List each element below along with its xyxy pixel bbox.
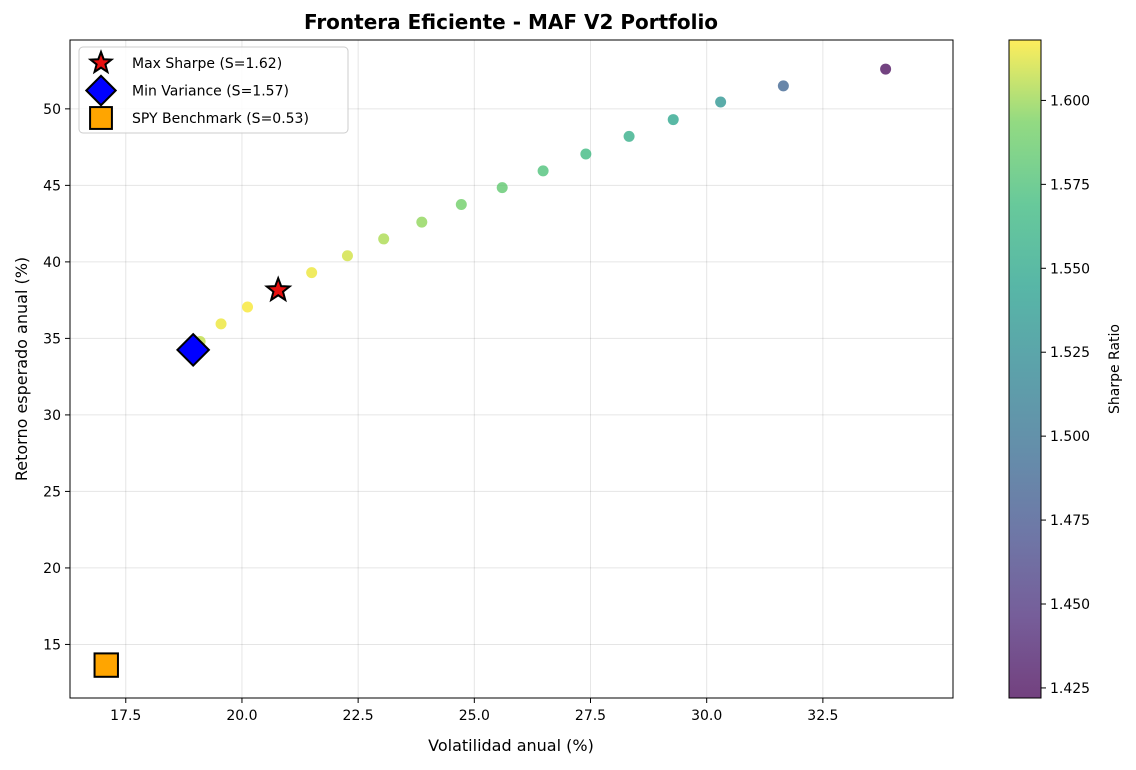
frontier-point <box>455 199 467 210</box>
legend-max-sharpe-marker <box>87 49 115 75</box>
y-tick-label: 35 <box>43 331 61 347</box>
frontier-point <box>667 114 679 126</box>
y-tick-label: 15 <box>43 637 61 653</box>
chart-title: Frontera Eficiente - MAF V2 Portfolio <box>304 10 718 34</box>
x-tick-label: 20.0 <box>226 708 257 724</box>
colorbar-frame <box>1008 39 1042 699</box>
frontier-point <box>306 267 318 279</box>
x-tick-label: 32.5 <box>807 708 838 724</box>
frontier-point <box>580 148 592 160</box>
colorbar-tick-label: 1.600 <box>1050 93 1090 109</box>
x-axis-ticks: 17.5 20.0 22.5 25.0 27.5 30.0 32.5 <box>110 698 838 724</box>
y-tick-label: 50 <box>43 102 61 118</box>
y-tick-label: 20 <box>43 561 61 577</box>
x-tick-label: 30.0 <box>691 708 722 724</box>
y-axis-ticks: 15 20 25 30 35 40 45 50 <box>43 102 70 653</box>
legend-spy-benchmark-marker <box>89 106 113 130</box>
frontier-point <box>537 165 549 177</box>
frontier-point <box>215 318 227 330</box>
colorbar-tick-label: 1.475 <box>1050 513 1090 529</box>
y-axis-label: Retorno esperado anual (%) <box>12 257 31 481</box>
legend-box <box>78 46 349 134</box>
frontier-point <box>777 80 789 92</box>
frontier-point <box>416 216 428 228</box>
grid-lines <box>70 40 953 698</box>
colorbar-tick-label: 1.575 <box>1050 177 1090 193</box>
y-tick-label: 30 <box>43 408 61 424</box>
frontier-point <box>496 182 508 194</box>
x-tick-label: 25.0 <box>459 708 490 724</box>
colorbar: 1.425 1.450 1.475 1.500 1.525 1.550 1.575 1.600… <box>1008 39 1123 699</box>
frontier-point <box>880 63 892 75</box>
plot-frame <box>69 39 954 699</box>
legend: Max Sharpe (S=1.62) Min Variance (S=1.57)… <box>78 46 349 134</box>
x-axis-label: Volatilidad anual (%) <box>428 736 594 755</box>
y-tick-label: 45 <box>43 178 61 194</box>
colorbar-gradient <box>1009 40 1041 698</box>
frontier-points <box>194 63 892 347</box>
frontier-point <box>715 96 727 108</box>
x-tick-label: 27.5 <box>575 708 606 724</box>
colorbar-tick-label: 1.425 <box>1050 681 1090 697</box>
frontier-point <box>242 301 254 313</box>
legend-label: SPY Benchmark (S=0.53) <box>132 111 309 127</box>
y-tick-label: 25 <box>43 484 61 500</box>
colorbar-label: Sharpe Ratio <box>1107 324 1123 414</box>
frontier-point <box>378 233 390 245</box>
colorbar-ticks: 1.425 1.450 1.475 1.500 1.525 1.550 1.575 1.600 <box>1041 93 1090 697</box>
special-markers <box>93 275 293 678</box>
legend-min-variance-marker <box>84 74 118 107</box>
x-tick-label: 17.5 <box>110 708 141 724</box>
frontier-point <box>341 250 353 262</box>
spy-benchmark-marker <box>93 652 119 678</box>
colorbar-tick-label: 1.525 <box>1050 345 1090 361</box>
min-variance-marker <box>175 332 211 368</box>
colorbar-tick-label: 1.550 <box>1050 261 1090 277</box>
max-sharpe-marker <box>264 275 293 303</box>
x-tick-label: 22.5 <box>343 708 374 724</box>
frontier-point <box>623 130 635 142</box>
colorbar-tick-label: 1.500 <box>1050 429 1090 445</box>
y-tick-label: 40 <box>43 255 61 271</box>
legend-label: Max Sharpe (S=1.62) <box>132 56 282 72</box>
colorbar-tick-label: 1.450 <box>1050 597 1090 613</box>
legend-label: Min Variance (S=1.57) <box>132 84 289 100</box>
